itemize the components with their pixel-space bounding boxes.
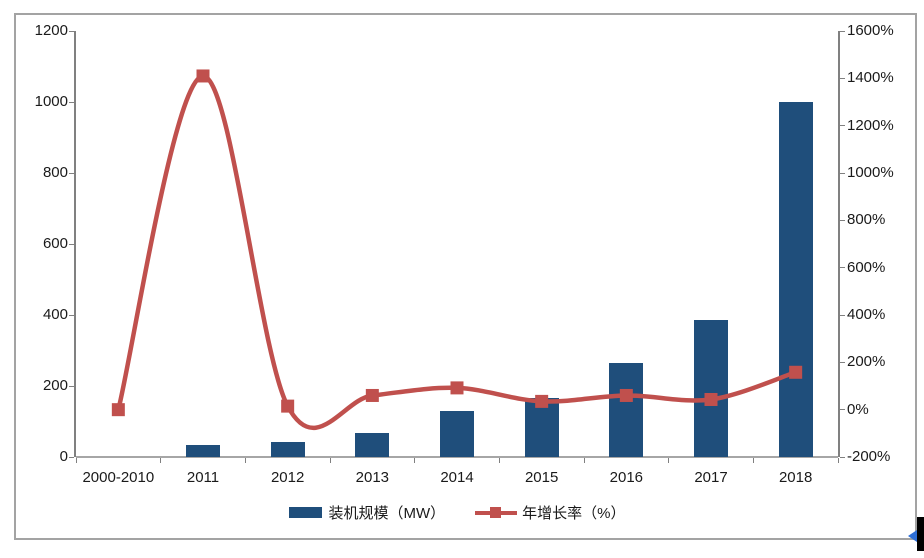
y-axis-left-tick [69,456,74,458]
y-axis-left-label: 1000 [34,93,68,110]
x-axis-tick [498,458,500,463]
y-axis-right-tick [840,456,845,458]
y-axis-left-label: 600 [42,235,68,252]
x-axis-category-label: 2012 [270,469,305,486]
line-marker [281,399,295,413]
x-axis-tick [752,458,754,463]
x-axis-tick [583,458,585,463]
x-axis-category-label: 2017 [694,469,728,486]
x-axis-category-label: 2016 [609,469,644,486]
y-axis-right-tick [840,314,845,316]
y-axis-left-tick [69,30,74,32]
bar-2011 [186,444,220,457]
y-axis-left-tick [69,243,74,245]
y-axis-right-tick [840,267,845,269]
x-axis-tick [160,458,162,463]
y-axis-left-label: 400 [42,306,68,323]
y-axis-right-label: 1000% [847,164,894,181]
y-axis-right-label: 600% [847,258,886,276]
line-marker [111,403,125,417]
line-series [111,69,803,431]
bar-series-swatch-icon [288,507,322,518]
line-swatch-marker [490,507,502,518]
growth-rate-line [116,73,798,431]
y-axis-left-tick [69,101,74,103]
y-axis-left-label: 1200 [34,22,68,39]
line-marker [450,381,464,395]
line-marker [365,388,379,402]
x-axis-category-label: 2018 [778,469,813,486]
x-axis-tick [75,458,77,463]
x-axis-tick [329,458,331,463]
scrollbar-fragment[interactable] [917,517,924,551]
legend-item-installed-capacity: 装机规模（MW） [288,502,446,523]
line-marker [619,388,633,402]
y-axis-left-tick [69,314,74,316]
x-axis-tick [414,458,416,463]
bar-2012 [270,442,305,457]
x-axis-category-label: 2000-2010 [82,469,155,486]
y-axis-right-label: 1400% [847,69,894,87]
y-axis-left-label: 800 [42,164,68,181]
bar-2018 [778,102,813,457]
x-axis-tick [837,458,839,463]
x-axis-category-label: 2015 [524,469,559,486]
x-axis-category-label: 2013 [355,469,390,486]
y-axis-left [74,31,76,457]
scroll-left-arrow-icon[interactable] [908,530,917,542]
y-axis-right-label: 400% [847,306,886,323]
y-axis-left-tick [69,385,74,387]
y-axis-left-label: 200 [42,377,68,394]
y-axis-right-tick [840,172,845,174]
bar-2014 [440,410,474,457]
y-axis-right-label: 1200% [847,116,894,134]
bar-2013 [355,432,390,457]
legend-label-installed-capacity: 装机规模（MW） [328,505,446,522]
y-axis-right-tick [840,361,845,363]
legend-item-growth-rate: 年增长率（%） [475,502,626,523]
y-axis-right-tick [840,30,845,32]
line-marker [789,365,803,379]
line-series-swatch-icon [475,506,518,519]
y-axis-right-label: 800% [847,211,886,229]
plot-area [76,31,838,457]
line-marker [196,69,210,83]
y-axis-right-tick [840,409,845,411]
y-axis-right-label: 0% [847,400,869,418]
line-marker [704,392,718,406]
bar-2017 [694,320,728,457]
y-axis-left-tick [69,172,74,174]
bar-2016 [609,362,644,457]
legend-label-growth-rate: 年增长率（%） [522,505,626,522]
y-axis-right-tick [840,77,845,79]
y-axis-right-label: 1600% [847,22,894,39]
y-axis-right-tick [840,219,845,221]
legend: 装机规模（MW） 年增长率（%） [76,502,838,523]
line-marker [535,394,549,408]
bar-2015 [524,398,559,457]
y-axis-left-label: 0 [59,448,68,465]
x-axis-baseline [76,456,838,458]
y-axis-right-tick [840,125,845,127]
x-axis-tick [244,458,246,463]
x-axis-category-label: 2014 [440,469,474,486]
y-axis-right [838,31,840,457]
x-axis-tick [668,458,670,463]
y-axis-right-label: 200% [847,353,886,371]
y-axis-right-label: -200% [847,448,891,465]
x-axis-category-label: 2011 [186,469,220,486]
